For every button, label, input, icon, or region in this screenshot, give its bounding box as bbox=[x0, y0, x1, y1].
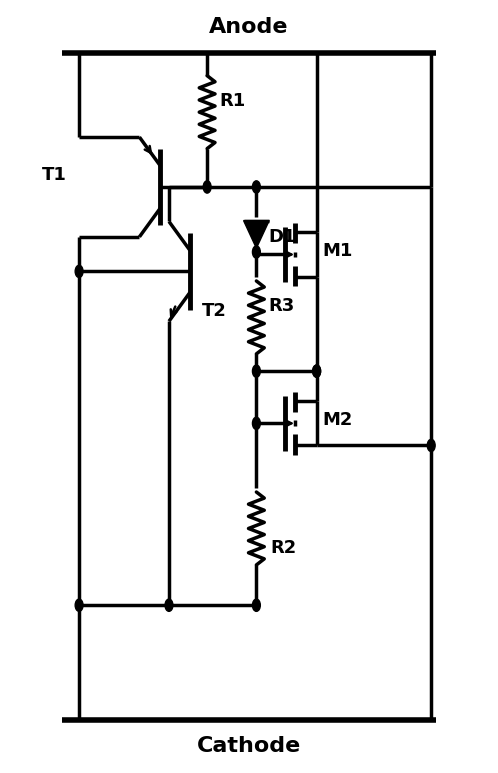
Text: D1: D1 bbox=[269, 228, 296, 246]
Circle shape bbox=[252, 599, 260, 611]
Circle shape bbox=[313, 365, 321, 377]
Circle shape bbox=[203, 181, 211, 193]
Text: Anode: Anode bbox=[209, 17, 289, 37]
Text: R1: R1 bbox=[220, 92, 246, 110]
Text: R2: R2 bbox=[270, 539, 296, 557]
Circle shape bbox=[252, 417, 260, 430]
Text: Cathode: Cathode bbox=[197, 736, 301, 756]
Text: R3: R3 bbox=[269, 297, 295, 315]
Circle shape bbox=[75, 599, 83, 611]
Polygon shape bbox=[244, 220, 269, 248]
Circle shape bbox=[252, 365, 260, 377]
Text: M2: M2 bbox=[323, 410, 353, 428]
Text: M1: M1 bbox=[323, 242, 353, 260]
Circle shape bbox=[252, 181, 260, 193]
Text: T2: T2 bbox=[202, 302, 227, 320]
Circle shape bbox=[313, 365, 321, 377]
Circle shape bbox=[252, 246, 260, 258]
Text: T1: T1 bbox=[42, 166, 67, 185]
Circle shape bbox=[75, 265, 83, 278]
Circle shape bbox=[165, 599, 173, 611]
Circle shape bbox=[427, 439, 435, 451]
